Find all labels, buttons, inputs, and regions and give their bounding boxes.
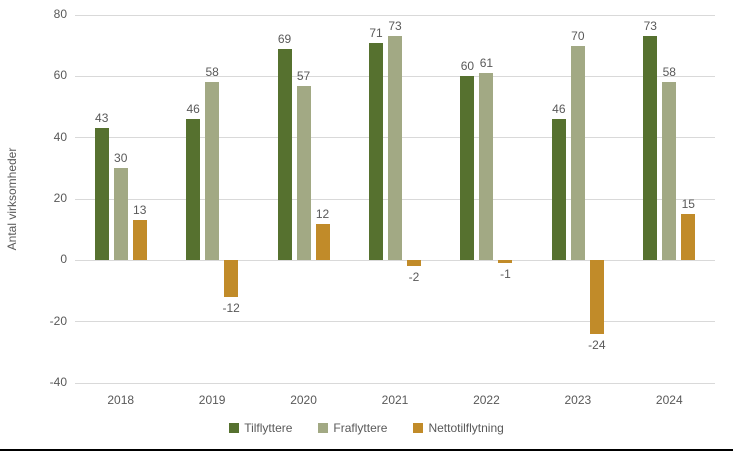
bar-nettotilflytning-2022 [498,260,513,264]
y-tick-label: 80 [53,7,67,21]
legend-item-tilflyttere: Tilflyttere [229,421,292,435]
legend-marker-icon [318,423,329,433]
bar-value-label: 15 [681,197,695,212]
bar-value-label: 43 [95,111,109,126]
bar-value-label: 46 [186,102,200,117]
bar-nettotilflytning-2024 [681,214,696,261]
bar-value-label: -2 [408,270,420,285]
x-axis-label: 2020 [290,393,317,407]
bar-tilflyttere-2020 [277,48,292,261]
bar-tilflyttere-2024 [643,36,658,261]
x-axis-label: 2021 [381,393,409,407]
bar-value-label: 73 [643,19,657,34]
bar-fraflyttere-2019 [205,82,220,261]
y-tick-label: -40 [49,375,67,389]
bar-nettotilflytning-2020 [315,223,330,261]
bar-fraflyttere-2018 [113,168,128,261]
legend-item-fraflyttere: Fraflyttere [318,421,387,435]
bar-value-label: 57 [296,68,311,83]
bar-value-label: 12 [315,206,330,221]
bar-value-label: 70 [571,28,585,43]
bar-fraflyttere-2021 [388,36,402,261]
y-tick-label: 60 [53,68,67,83]
bar-value-label: 13 [133,203,147,218]
x-axis-label: 2024 [655,393,683,407]
bar-nettotilflytning-2023 [589,260,604,334]
legend-label: Fraflyttere [333,421,388,435]
legend: Tilflyttere Fraflyttere Nettotilflytning [0,421,733,435]
bar-value-label: 58 [662,65,676,80]
x-axis-label: 2018 [107,393,135,407]
legend-label: Nettotilflytning [428,421,504,435]
y-tick-label: 40 [53,129,67,144]
legend-marker-icon [229,423,240,433]
bar-value-label: -24 [588,337,606,352]
y-axis-title: Antal virksomheder [5,147,19,251]
gridline [75,382,715,384]
bottom-border-line [0,449,733,451]
bar-value-label: 73 [388,19,402,34]
y-tick-label: 0 [60,252,67,267]
bar-value-label: 58 [205,65,219,80]
bar-value-label: -12 [222,301,240,316]
x-axis-label: 2022 [473,393,500,407]
bar-value-label: 30 [114,151,128,166]
bar-tilflyttere-2023 [551,119,566,261]
gridline [75,259,715,261]
y-tick-label: -20 [49,313,67,328]
gridline [75,14,715,16]
bar-tilflyttere-2019 [186,119,201,261]
bar-value-label: -1 [500,267,511,282]
bar-nettotilflytning-2021 [407,260,421,267]
bar-tilflyttere-2021 [369,42,383,261]
bar-fraflyttere-2024 [662,82,677,261]
bar-fraflyttere-2022 [479,73,494,261]
y-tick-label: 20 [53,191,67,205]
bar-value-label: 61 [479,56,494,71]
x-axis-label: 2023 [564,393,592,407]
bar-tilflyttere-2018 [94,128,109,261]
x-axis-label: 2019 [198,393,226,407]
bar-value-label: 69 [277,31,292,46]
legend-label: Tilflyttere [244,421,293,435]
bar-value-label: 60 [460,59,475,74]
legend-marker-icon [413,423,424,433]
gridline [75,321,715,323]
bar-value-label: 71 [369,25,383,40]
bar-fraflyttere-2023 [570,45,585,261]
bar-nettotilflytning-2018 [132,220,147,261]
bar-nettotilflytning-2019 [224,260,239,298]
bar-value-label: 46 [552,102,566,117]
bar-tilflyttere-2022 [460,76,475,261]
legend-item-nettotilflytning: Nettotilflytning [413,421,504,435]
bar-fraflyttere-2020 [296,85,311,261]
